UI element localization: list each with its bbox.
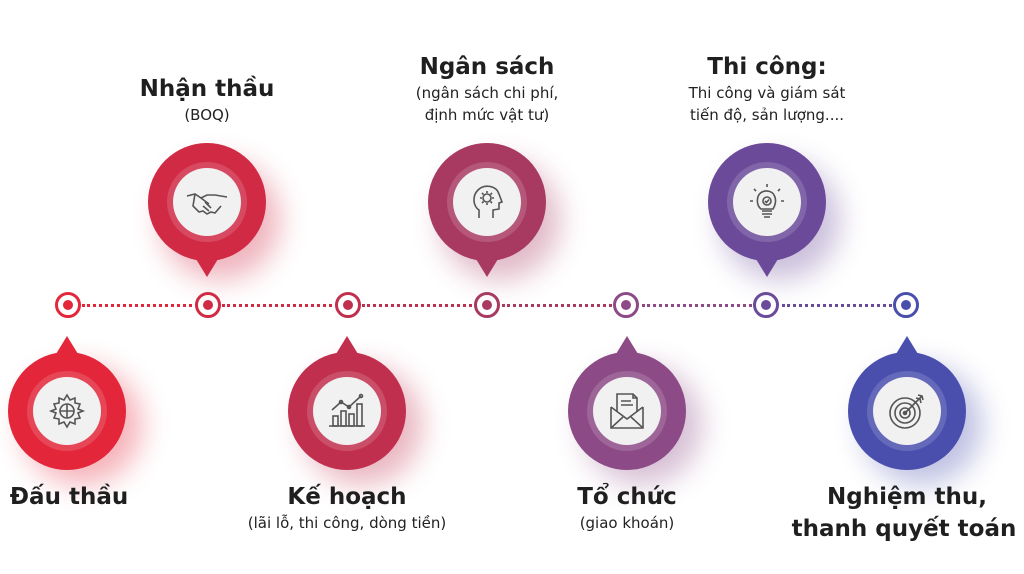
timeline-segment-4: [502, 304, 612, 307]
pin-tail: [476, 259, 498, 277]
timeline-segment-3: [362, 304, 472, 307]
step-3-title: Kế hoạch: [287, 484, 407, 510]
step-6-subtitle-line-2: tiến độ, sản lượng....: [689, 106, 845, 124]
timeline-dot-4: [474, 292, 500, 318]
envelope-icon: [593, 377, 661, 445]
step-2-pin: [148, 143, 266, 277]
step-3-subtitle: (lãi lỗ, thi công, dòng tiền): [247, 514, 447, 532]
step-1-title: Đấu thầu: [9, 484, 129, 510]
step-5-title: Tổ chức: [577, 484, 677, 510]
step-2-title: Nhận thầu: [139, 76, 275, 102]
gear-icon: [33, 377, 101, 445]
pin-tail: [196, 259, 218, 277]
step-1-pin: [8, 336, 126, 470]
timeline-segment-6: [782, 304, 892, 307]
handshake-icon: [173, 168, 241, 236]
timeline-dot-3: [335, 292, 361, 318]
step-6-pin: [708, 143, 826, 277]
timeline-dot-7: [893, 292, 919, 318]
step-7-title-line-1: Nghiệm thu,: [826, 484, 988, 510]
head-gear-icon: [453, 168, 521, 236]
step-5-pin: [568, 336, 686, 470]
pin-tail: [896, 336, 918, 354]
target-icon: [873, 377, 941, 445]
timeline-segment-2: [222, 304, 332, 307]
step-6-subtitle-line-1: Thi công và giám sát: [688, 84, 846, 102]
step-4-title: Ngân sách: [419, 54, 555, 80]
step-5-subtitle: (giao khoán): [579, 514, 675, 532]
timeline-segment-1: [82, 304, 192, 307]
step-7-title-line-2: thanh quyết toán: [791, 516, 1017, 542]
pin-tail: [616, 336, 638, 354]
timeline-dot-2: [195, 292, 221, 318]
timeline-dot-6: [753, 292, 779, 318]
pin-tail: [336, 336, 358, 354]
lightbulb-icon: [733, 168, 801, 236]
step-4-subtitle-line-2: định mức vật tư): [424, 106, 550, 124]
step-2-subtitle: (BOQ): [184, 106, 230, 124]
pin-tail: [56, 336, 78, 354]
step-6-title: Thi công:: [707, 54, 827, 80]
bar-chart-icon: [313, 377, 381, 445]
timeline-dot-5: [613, 292, 639, 318]
pin-tail: [756, 259, 778, 277]
step-3-pin: [288, 336, 406, 470]
step-4-subtitle-line-1: (ngân sách chi phí,: [415, 84, 559, 102]
step-4-pin: [428, 143, 546, 277]
timeline-segment-5: [642, 304, 752, 307]
step-7-pin: [848, 336, 966, 470]
timeline-dot-1: [55, 292, 81, 318]
